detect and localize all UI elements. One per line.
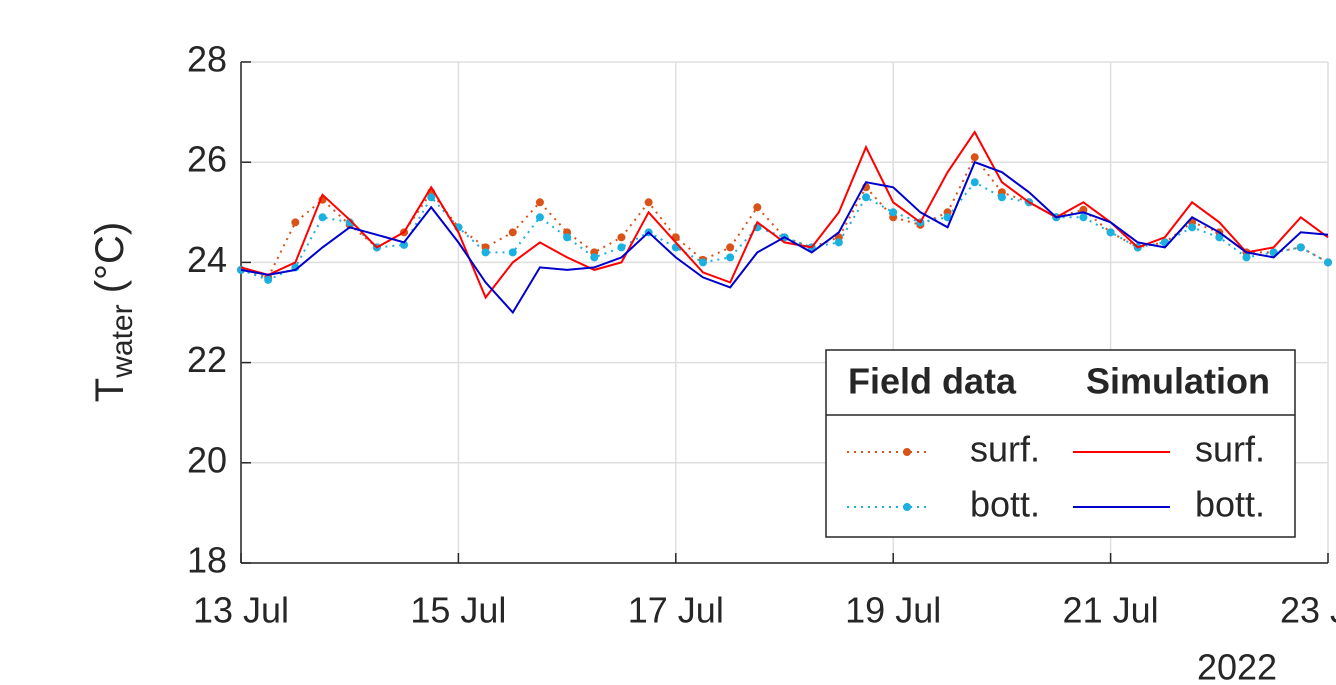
data-point (726, 253, 735, 262)
data-point (617, 233, 626, 242)
data-point (291, 218, 300, 227)
data-point (943, 213, 952, 222)
y-label-main: T (88, 378, 132, 402)
legend-label: bott. (970, 484, 1040, 525)
data-point (508, 248, 517, 257)
field-line (240, 180, 1329, 281)
data-point (1296, 243, 1305, 252)
data-point (997, 193, 1006, 202)
x-tick-label: 13 Jul (193, 590, 289, 631)
legend-title: Simulation (1086, 361, 1270, 402)
legend: Field data Simulation surf. bott. surf. bott. (825, 349, 1296, 538)
data-point (318, 213, 327, 222)
data-point (590, 253, 599, 262)
data-point (1324, 258, 1332, 267)
data-point (427, 193, 436, 202)
data-point (753, 203, 762, 212)
data-point (862, 193, 871, 202)
sim-line (240, 160, 1329, 315)
field-line (240, 155, 1329, 279)
y-axis-label: Twater (°C) (88, 222, 139, 402)
data-point (889, 208, 898, 217)
legend-title: Field data (848, 361, 1017, 402)
x-tick-label: 23 Jul (1280, 590, 1336, 631)
x-tick-label: 17 Jul (628, 590, 724, 631)
data-point (481, 248, 490, 257)
data-point (1242, 253, 1251, 262)
legend-label: surf. (970, 429, 1040, 470)
legend-label: surf. (1195, 429, 1265, 470)
data-point (264, 275, 273, 284)
y-label-sub: water (106, 304, 139, 378)
data-point (508, 228, 517, 237)
data-point (698, 258, 707, 267)
legend-marker (903, 448, 911, 456)
data-point (726, 243, 735, 252)
x-tick-label: 19 Jul (845, 590, 941, 631)
legend-marker (903, 503, 911, 511)
y-tick-label: 26 (187, 139, 227, 180)
x-tick-label: 21 Jul (1063, 590, 1159, 631)
data-point (644, 198, 653, 207)
y-tick-label: 22 (187, 339, 227, 380)
x-tick-label: 15 Jul (410, 590, 506, 631)
y-tick-label: 20 (187, 439, 227, 480)
data-point (345, 218, 354, 227)
y-tick-label: 24 (187, 239, 227, 280)
data-point (563, 233, 572, 242)
data-point (970, 178, 979, 187)
data-point (1215, 233, 1224, 242)
y-tick-label: 28 (187, 39, 227, 80)
data-point (535, 198, 544, 207)
data-point (535, 213, 544, 222)
data-point (1188, 223, 1197, 232)
data-point (970, 153, 979, 162)
data-point (1079, 213, 1088, 222)
data-point (834, 238, 843, 247)
data-point (617, 243, 626, 252)
data-point (1106, 228, 1115, 237)
y-tick-label: 18 (187, 540, 227, 581)
y-label-unit: (°C) (88, 222, 132, 305)
legend-label: bott. (1195, 484, 1265, 525)
sim-line (240, 130, 1329, 300)
x-secondary-label: 2022 (1197, 647, 1277, 685)
